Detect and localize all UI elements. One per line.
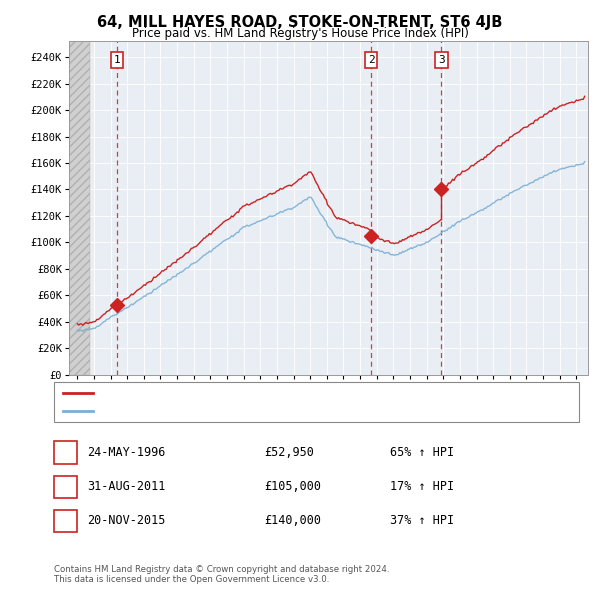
Text: 3: 3 <box>438 55 445 65</box>
Text: 2: 2 <box>368 55 374 65</box>
Text: 31-AUG-2011: 31-AUG-2011 <box>87 480 166 493</box>
Text: 3: 3 <box>62 514 69 527</box>
Text: 1: 1 <box>113 55 121 65</box>
Text: £140,000: £140,000 <box>264 514 321 527</box>
Text: 20-NOV-2015: 20-NOV-2015 <box>87 514 166 527</box>
Text: 17% ↑ HPI: 17% ↑ HPI <box>390 480 454 493</box>
Text: HPI: Average price, semi-detached house, Stoke-on-Trent: HPI: Average price, semi-detached house,… <box>99 407 422 417</box>
Text: £105,000: £105,000 <box>264 480 321 493</box>
Text: 65% ↑ HPI: 65% ↑ HPI <box>390 446 454 459</box>
Text: £52,950: £52,950 <box>264 446 314 459</box>
Text: 64, MILL HAYES ROAD, STOKE-ON-TRENT, ST6 4JB (semi-detached house): 64, MILL HAYES ROAD, STOKE-ON-TRENT, ST6… <box>99 388 487 398</box>
Text: 24-MAY-1996: 24-MAY-1996 <box>87 446 166 459</box>
Text: 37% ↑ HPI: 37% ↑ HPI <box>390 514 454 527</box>
Text: 1: 1 <box>62 446 69 459</box>
Text: 2: 2 <box>62 480 69 493</box>
Bar <box>69 41 90 375</box>
Text: Price paid vs. HM Land Registry's House Price Index (HPI): Price paid vs. HM Land Registry's House … <box>131 27 469 40</box>
Text: 64, MILL HAYES ROAD, STOKE-ON-TRENT, ST6 4JB: 64, MILL HAYES ROAD, STOKE-ON-TRENT, ST6… <box>97 15 503 30</box>
Text: Contains HM Land Registry data © Crown copyright and database right 2024.
This d: Contains HM Land Registry data © Crown c… <box>54 565 389 584</box>
